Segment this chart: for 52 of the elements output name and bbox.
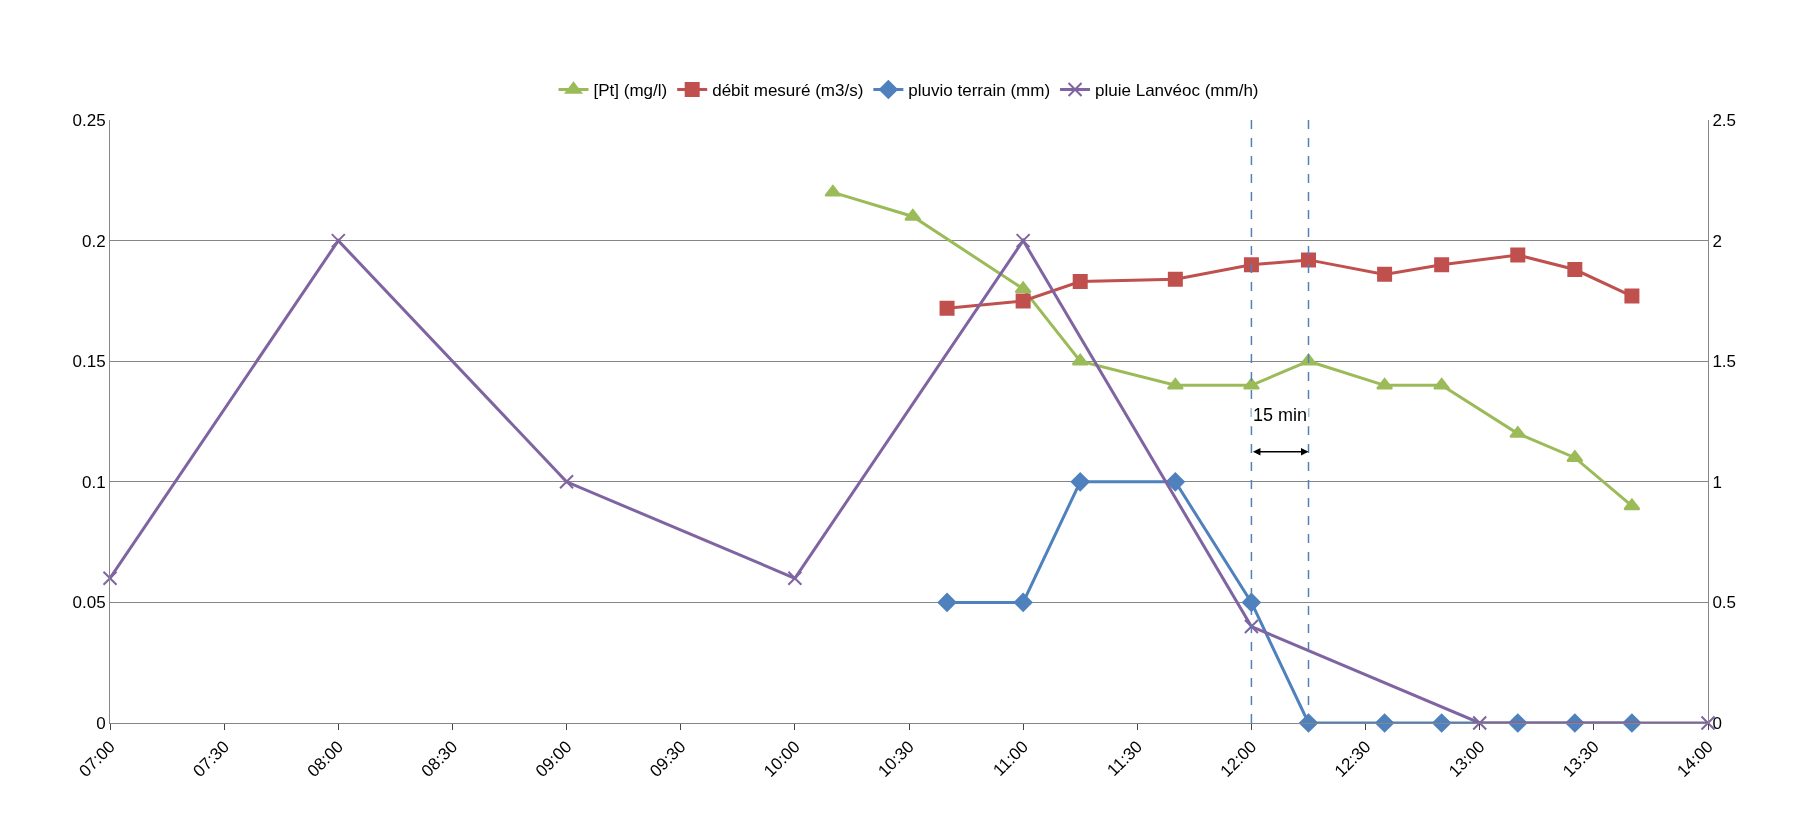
y2-tick-label: 2 [1712,231,1722,251]
point [1015,293,1031,309]
point [1242,377,1260,390]
point [1375,713,1395,733]
y2-tick-label: 2.5 [1712,110,1737,130]
y2-tick-label: 1.5 [1712,352,1737,372]
point [1472,715,1488,731]
y-tick-label: 0.05 [72,593,106,613]
point [1070,472,1090,492]
point [937,592,957,612]
y-tick-label: 0 [96,713,106,733]
point [1377,266,1393,282]
point [559,474,575,490]
point [787,570,803,586]
point [102,570,118,586]
point [1567,262,1583,278]
point [1165,472,1185,492]
y-tick-label: 0.15 [72,352,106,372]
point [1014,281,1032,294]
point [1432,713,1452,733]
legend-label: pluie Lanvéoc (mm/h) [1095,81,1259,101]
point [1167,271,1183,287]
point [824,184,842,197]
point [1243,619,1259,635]
point [1376,377,1394,390]
legend-label: [Pt] (mg/l) [593,81,668,101]
point [1015,233,1031,249]
point [1623,498,1641,511]
point [939,300,955,316]
point [1013,592,1033,612]
point [1299,713,1318,733]
point [1301,252,1316,268]
point [1433,377,1451,390]
point [904,208,922,221]
point [1510,247,1526,263]
point [1624,288,1640,304]
y-tick-label: 0.2 [81,231,106,251]
point [1241,592,1261,612]
y2-tick-label: 0.5 [1712,593,1737,613]
legend-label: pluvio terrain (mm) [908,81,1051,101]
y2-tick-label: 0 [1712,713,1722,733]
annotation: 15 min [1253,405,1308,425]
point [1434,257,1450,273]
point [1166,377,1184,390]
point [330,233,346,249]
y-tick-label: 0.1 [81,472,106,492]
point [1243,257,1259,273]
y2-tick-label: 1 [1712,472,1722,492]
legend-label: débit mesuré (m3/s) [712,81,864,101]
point [1072,274,1088,290]
point [1071,353,1089,366]
y-tick-label: 0.25 [72,110,106,130]
